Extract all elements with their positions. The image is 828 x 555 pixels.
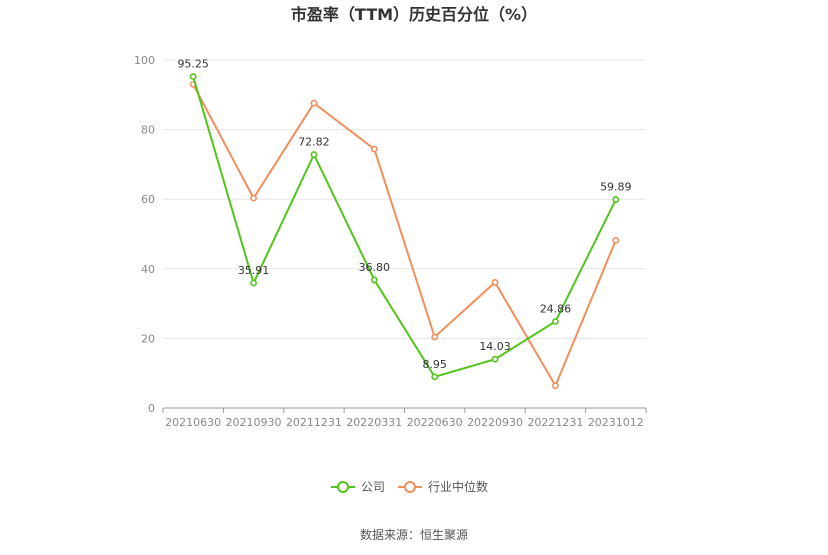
data-point-0 [310,151,318,158]
data-label: 72.82 [298,136,330,149]
data-label: 35.91 [238,264,270,277]
data-point-0 [431,373,439,381]
y-tick-label: 60 [141,193,155,206]
x-tick-label: 20211231 [286,416,342,429]
x-axis: 20210630 20210930 20211231 20220331 20220630… [162,407,647,429]
data-point-1 [310,99,318,107]
legend[interactable]: 公司 行业中位数 [331,479,488,494]
source-note: 数据来源：恒生聚源 [360,527,468,542]
data-label: 14.03 [479,340,511,353]
y-tick-label: 80 [141,124,155,137]
data-point-0 [552,318,559,325]
series-group: 95.25 35.91 72.82 36.80 8.95 14.03 24.86 59.89 [177,58,632,390]
data-label: 8.95 [422,358,447,371]
y-axis: 0 20 40 60 80 100 [134,54,155,415]
legend-marker-1 [404,481,416,493]
legend-label-1: 行业中位数 [428,479,488,494]
data-point-1 [250,194,257,202]
data-point-0 [189,73,197,80]
data-point-0 [370,276,378,284]
data-point-0 [250,279,257,287]
data-point-1 [612,236,620,244]
data-label: 24.86 [540,302,572,315]
y-tick-label: 100 [134,54,155,67]
data-point-1 [491,278,499,286]
data-point-1 [552,382,559,390]
y-tick-label: 0 [148,402,155,415]
y-tick-label: 40 [141,263,155,276]
data-point-0 [612,196,620,203]
chart-title: 市盈率（TTM）历史百分位（%） [291,5,537,24]
x-tick-label: 20221231 [527,416,583,429]
x-tick-label: 20220331 [346,416,402,429]
x-tick-label: 20220630 [407,416,463,429]
data-label: 36.80 [359,261,391,274]
data-point-1 [370,145,378,153]
data-point-0 [491,355,499,363]
x-tick-label: 20210630 [165,416,221,429]
series-line-1 [192,83,617,388]
x-tick-label: 20210930 [226,416,282,429]
data-point-1 [431,333,439,341]
x-tick-label: 20220930 [467,416,523,429]
y-tick-label: 20 [141,332,155,345]
legend-label-0: 公司 [361,480,385,494]
legend-marker-0 [337,481,349,493]
series-line-0 [192,76,617,379]
x-tick-label: 20231012 [588,416,644,429]
data-label: 95.25 [177,58,209,71]
grid [163,59,646,339]
data-label: 59.89 [600,181,632,194]
